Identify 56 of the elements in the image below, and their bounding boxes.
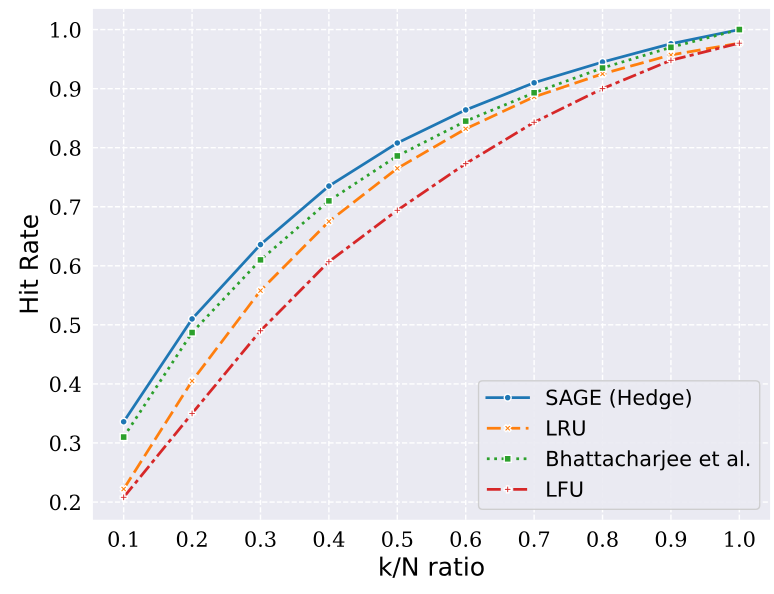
point bbox=[324, 217, 334, 226]
x-tick-label: 0.5 bbox=[382, 531, 412, 547]
point bbox=[119, 418, 128, 426]
point bbox=[188, 409, 196, 418]
point bbox=[324, 196, 334, 206]
y-tick-label: 0.4 bbox=[50, 376, 81, 392]
point bbox=[119, 484, 128, 494]
point bbox=[256, 256, 265, 264]
x-tick-label: 0.2 bbox=[176, 531, 207, 547]
point bbox=[530, 78, 538, 87]
x-axis-title: k/N ratio bbox=[380, 556, 484, 578]
y-tick-label: 0.2 bbox=[50, 494, 80, 510]
y-tick-label: 0.9 bbox=[50, 81, 80, 97]
x-tick-label: 0.1 bbox=[108, 531, 138, 547]
point bbox=[598, 64, 607, 72]
x-tick-label: 0.4 bbox=[314, 531, 344, 547]
y-tick-label: 0.6 bbox=[50, 258, 80, 274]
y-axis-title: Hit Rate bbox=[18, 215, 38, 312]
point bbox=[393, 138, 402, 148]
y-tick-label: 0.5 bbox=[50, 317, 80, 334]
point bbox=[393, 164, 402, 173]
point bbox=[462, 106, 470, 114]
point bbox=[256, 286, 265, 295]
point bbox=[393, 152, 402, 160]
point bbox=[188, 328, 196, 337]
point bbox=[666, 43, 676, 52]
y-tick-label: 1.0 bbox=[51, 22, 80, 38]
point bbox=[530, 118, 538, 126]
legend-label: LRU bbox=[547, 420, 585, 436]
point bbox=[119, 493, 128, 502]
point bbox=[324, 182, 334, 190]
y-tick-label: 0.7 bbox=[50, 199, 80, 215]
y-tick-label: 0.3 bbox=[50, 435, 80, 452]
x-tick-label: 0.9 bbox=[656, 531, 686, 547]
point bbox=[598, 84, 607, 93]
x-tick-label: 0.7 bbox=[518, 531, 550, 547]
legend-label: SAGE (Hedge) bbox=[546, 389, 691, 410]
legend-label: Bhattacharjee et al. bbox=[547, 450, 750, 470]
point bbox=[462, 124, 470, 133]
legend-label: LFU bbox=[547, 481, 582, 497]
x-tick-label: 0.6 bbox=[450, 531, 481, 547]
point bbox=[188, 314, 196, 324]
point bbox=[666, 56, 676, 64]
x-tick-label: 0.8 bbox=[587, 531, 618, 547]
x-tick-label: 0.3 bbox=[245, 531, 276, 547]
point bbox=[324, 258, 334, 266]
point bbox=[256, 240, 265, 249]
point bbox=[188, 376, 196, 386]
point bbox=[462, 159, 470, 168]
point bbox=[462, 116, 470, 126]
point bbox=[256, 326, 265, 335]
point bbox=[119, 432, 128, 442]
x-tick-label: 1.0 bbox=[725, 531, 755, 547]
point bbox=[530, 88, 538, 97]
point bbox=[393, 206, 402, 214]
y-tick-label: 0.8 bbox=[50, 140, 80, 156]
